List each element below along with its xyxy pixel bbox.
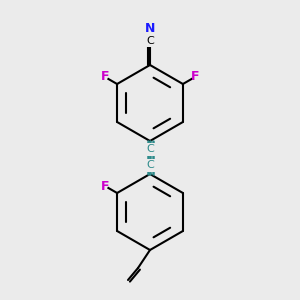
Text: F: F	[101, 70, 109, 83]
Text: C: C	[146, 160, 154, 170]
Text: F: F	[101, 179, 109, 193]
Text: F: F	[191, 70, 199, 83]
Text: C: C	[146, 36, 154, 46]
Text: C: C	[146, 145, 154, 154]
Text: N: N	[145, 22, 155, 35]
